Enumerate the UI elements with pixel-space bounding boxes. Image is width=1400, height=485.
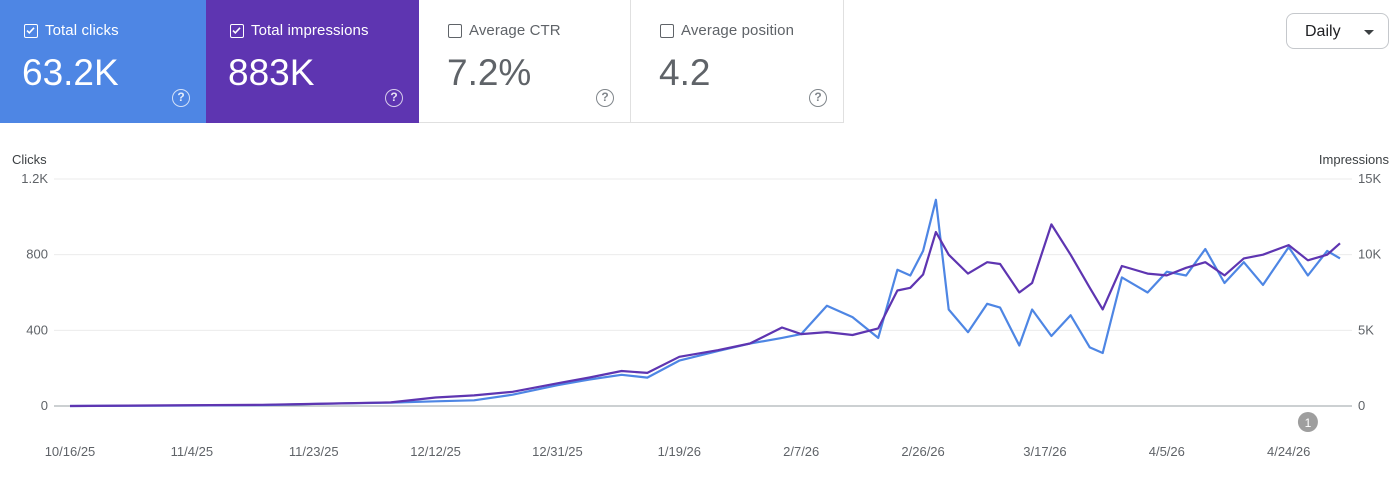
performance-chart: 0 0 400 5K 800 10K 1.2K 15K 10/16/25 11/4/25 11/23…: [21, 171, 1381, 459]
right-axis-tick-label: 5K: [1358, 322, 1374, 337]
help-icon[interactable]: ?: [596, 89, 614, 107]
total-impressions-card[interactable]: Total impressions 883K ?: [206, 0, 419, 123]
series-line-total-clicks: [69, 198, 1341, 408]
metric-label: Total clicks: [45, 22, 119, 39]
x-axis-tick-label: 11/4/25: [171, 444, 213, 459]
left-axis-tick-label: 0: [41, 398, 48, 413]
metric-value: 63.2K: [22, 52, 119, 93]
x-axis-tick-label: 12/12/25: [410, 444, 461, 459]
help-icon[interactable]: ?: [385, 89, 403, 107]
annotation-marker: [1297, 412, 1318, 432]
annotation-label: 1: [1305, 416, 1312, 430]
x-axis-tick-label: 12/31/25: [532, 444, 583, 459]
help-icon[interactable]: ?: [809, 89, 827, 107]
series-line-total-impressions: [69, 223, 1341, 408]
help-icon[interactable]: ?: [172, 89, 190, 107]
average-ctr-card[interactable]: Average CTR 7.2% ?: [419, 0, 631, 123]
x-axis-tick-label: 4/24/26: [1267, 444, 1310, 459]
right-axis-title: Impressions: [1318, 152, 1389, 167]
x-axis-tick-label: 2/26/26: [901, 444, 944, 459]
metric-value: 7.2%: [447, 52, 532, 93]
metric-label: Total impressions: [251, 22, 369, 39]
x-axis-tick-label: 4/5/26: [1149, 444, 1185, 459]
average-position-card[interactable]: Average position 4.2 ?: [631, 0, 844, 123]
left-axis-tick-label: 400: [26, 322, 48, 337]
right-axis-tick-label: 10K: [1358, 247, 1381, 262]
checkbox-checked-icon[interactable]: [24, 24, 38, 38]
caret-down-icon: [1364, 30, 1374, 35]
metric-label: Average position: [681, 22, 795, 39]
x-axis-tick-label: 11/23/25: [289, 444, 339, 459]
metric-value: 883K: [228, 52, 315, 93]
x-axis-tick-label: 3/17/26: [1023, 444, 1066, 459]
checkbox-unchecked-icon[interactable]: [448, 24, 462, 38]
right-axis-tick-label: 0: [1358, 398, 1365, 413]
period-dropdown-value: Daily: [1305, 23, 1341, 40]
right-axis-tick-label: 15K: [1358, 171, 1381, 186]
left-axis-tick-label: 800: [26, 247, 48, 262]
total-clicks-card[interactable]: Total clicks 63.2K ?: [0, 0, 206, 123]
left-axis-tick-label: 1.2K: [21, 171, 48, 186]
left-axis-title: Clicks: [12, 152, 47, 167]
metric-label: Average CTR: [469, 22, 561, 39]
metric-value: 4.2: [659, 52, 711, 93]
x-axis-tick-label: 10/16/25: [45, 444, 96, 459]
metric-cards: Total clicks 63.2K ? Total impressions 8…: [0, 0, 844, 123]
checkbox-checked-icon[interactable]: [230, 24, 244, 38]
x-axis-tick-label: 1/19/26: [658, 444, 701, 459]
checkbox-unchecked-icon[interactable]: [660, 24, 674, 38]
period-dropdown[interactable]: Daily: [1286, 13, 1389, 49]
x-axis-tick-label: 2/7/26: [783, 444, 819, 459]
